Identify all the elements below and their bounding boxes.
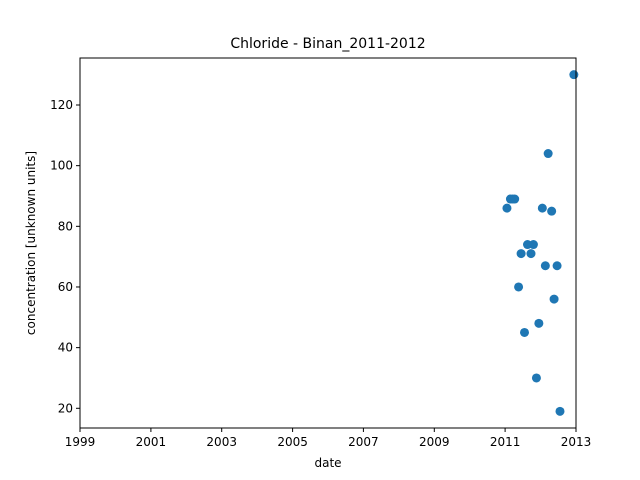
data-point <box>531 373 541 383</box>
data-point <box>526 249 536 259</box>
data-point <box>540 261 550 271</box>
data-point <box>528 240 538 250</box>
data-point <box>534 318 544 328</box>
data-point <box>516 249 526 259</box>
data-point <box>537 203 547 213</box>
x-tick-label: 2003 <box>206 435 237 449</box>
y-tick-label: 40 <box>58 341 73 355</box>
y-tick-label: 100 <box>50 159 73 173</box>
y-tick-label: 120 <box>50 98 73 112</box>
x-tick-label: 1999 <box>65 435 96 449</box>
y-axis-ticks: 20 40 60 80 100 120 <box>50 98 80 415</box>
x-axis-label: date <box>314 456 341 470</box>
x-tick-label: 2007 <box>348 435 379 449</box>
y-tick-label: 20 <box>58 401 73 415</box>
data-point <box>552 261 562 271</box>
data-point <box>569 70 579 80</box>
x-tick-label: 2011 <box>490 435 521 449</box>
data-point <box>547 206 557 216</box>
data-point <box>510 194 520 204</box>
data-point <box>502 203 512 213</box>
y-tick-label: 60 <box>58 280 73 294</box>
data-point <box>549 294 559 304</box>
data-point <box>514 282 524 292</box>
plot-frame <box>79 57 577 429</box>
data-point <box>555 406 565 416</box>
data-point <box>519 327 529 337</box>
x-axis-ticks: 1999 2001 2003 2005 2007 2009 2011 2013 <box>65 428 592 449</box>
data-points <box>502 70 579 416</box>
x-tick-label: 2005 <box>277 435 308 449</box>
y-axis-label: concentration [unknown units] <box>24 151 38 335</box>
y-tick-label: 80 <box>58 219 73 233</box>
data-point <box>543 149 553 159</box>
x-tick-label: 2001 <box>136 435 167 449</box>
x-tick-label: 2013 <box>561 435 592 449</box>
x-tick-label: 2009 <box>419 435 450 449</box>
chart-title: Chloride - Binan_2011-2012 <box>230 36 425 52</box>
